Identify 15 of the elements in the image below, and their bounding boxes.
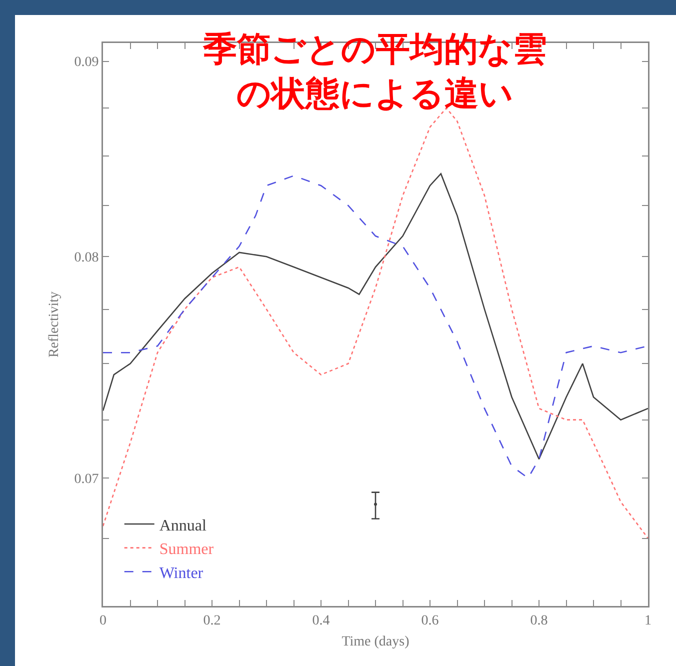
y-tick-label: 0.07 xyxy=(74,472,99,487)
legend-label: Winter xyxy=(159,564,204,582)
legend-label: Summer xyxy=(159,541,214,558)
x-axis-title: Time (days) xyxy=(342,634,410,650)
chart-title: 季節ごとの平均的な雲の状態による違い xyxy=(202,30,548,114)
x-tick-label: 0.6 xyxy=(421,613,439,628)
legend-label: Annual xyxy=(159,517,208,534)
y-axis-title: Reflectivity xyxy=(47,291,62,358)
x-tick-label: 1 xyxy=(644,613,652,628)
x-tick-label: 0.4 xyxy=(312,613,330,628)
x-tick-label: 0.2 xyxy=(203,613,221,628)
y-tick-label: 0.08 xyxy=(74,250,99,266)
y-tick-label: 0.09 xyxy=(74,55,99,70)
x-tick-label: 0 xyxy=(100,613,106,628)
x-tick-label: 0.8 xyxy=(530,613,548,628)
